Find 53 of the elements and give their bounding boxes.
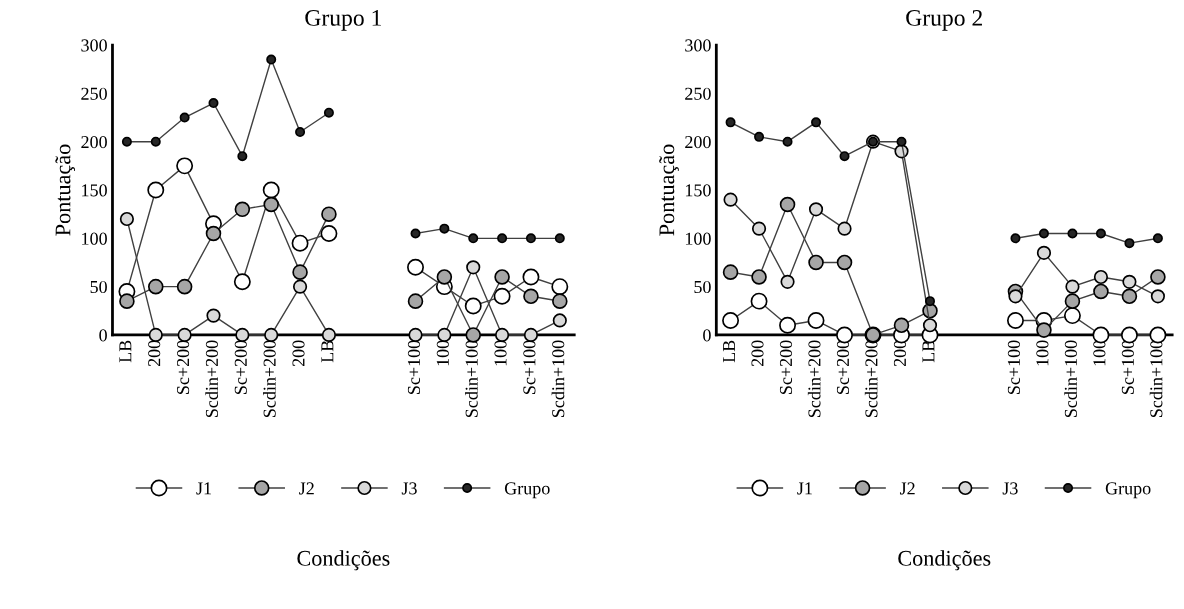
legend-label: J2 <box>899 482 915 495</box>
x-tick-label: 200 <box>751 340 764 367</box>
x-tick-label: Scdin+200 <box>205 340 219 417</box>
y-tick-label: 200 <box>81 135 107 149</box>
x-tick-label: 100 <box>436 340 449 366</box>
legend-label: Grupo <box>504 482 550 499</box>
y-tick-label: 150 <box>685 184 711 197</box>
legend-label: J2 <box>299 482 314 495</box>
x-tick-label: LB <box>119 340 132 363</box>
x-tick-label: Sc+100 <box>407 340 421 394</box>
x-tick-label: Scdin+100 <box>465 340 478 417</box>
x-tick-label: Scdin+100 <box>551 340 565 417</box>
y-axis-title: Pontuação <box>55 144 75 236</box>
y-axis-title: Pontuação <box>659 144 679 236</box>
legend-label: Grupo <box>1105 482 1151 499</box>
y-tick-label: 0 <box>99 329 107 342</box>
y-tick-label: 300 <box>81 39 107 52</box>
x-axis-title: Condições <box>898 550 991 571</box>
legend-label: J1 <box>797 482 812 495</box>
x-tick-label: 200 <box>292 340 305 367</box>
y-tick-label: 100 <box>685 232 711 245</box>
x-axis-title: Condições <box>297 550 390 571</box>
x-tick-label: Sc+100 <box>1121 340 1134 394</box>
y-tick-label: 250 <box>81 87 107 100</box>
x-tick-label: Sc+200 <box>779 340 793 394</box>
y-tick-label: 50 <box>694 280 711 294</box>
x-tick-label: Sc+200 <box>176 340 190 394</box>
x-tick-label: LB <box>321 340 334 363</box>
x-tick-label: Scdin+200 <box>864 340 878 417</box>
legend-label: J3 <box>401 482 417 495</box>
x-tick-label: Sc+200 <box>836 340 850 394</box>
x-tick-label: 100 <box>494 340 507 366</box>
x-tick-label: LB <box>723 340 735 363</box>
y-tick-label: 200 <box>685 135 711 149</box>
x-tick-label: Scdin+100 <box>1149 340 1163 417</box>
x-tick-label: Scdin+200 <box>807 340 821 417</box>
x-tick-label: Scdin+100 <box>1064 340 1077 417</box>
y-tick-label: 150 <box>82 184 107 197</box>
legend-label: J3 <box>1002 482 1018 495</box>
y-tick-label: 250 <box>685 87 711 100</box>
chart-title: Grupo 2 <box>906 9 982 31</box>
x-tick-label: 200 <box>148 340 161 367</box>
x-tick-label: Sc+100 <box>523 340 536 394</box>
y-tick-label: 300 <box>685 39 711 52</box>
x-tick-label: 100 <box>1036 340 1049 366</box>
y-tick-label: 0 <box>703 329 711 342</box>
x-tick-label: Scdin+200 <box>263 340 276 417</box>
x-tick-label: Sc+100 <box>1007 340 1020 394</box>
y-tick-label: 100 <box>82 232 107 245</box>
legend-label: J1 <box>196 482 211 495</box>
y-tick-label: 50 <box>90 280 107 294</box>
x-tick-label: Sc+200 <box>234 340 247 394</box>
chart-title: Grupo 1 <box>305 9 381 31</box>
